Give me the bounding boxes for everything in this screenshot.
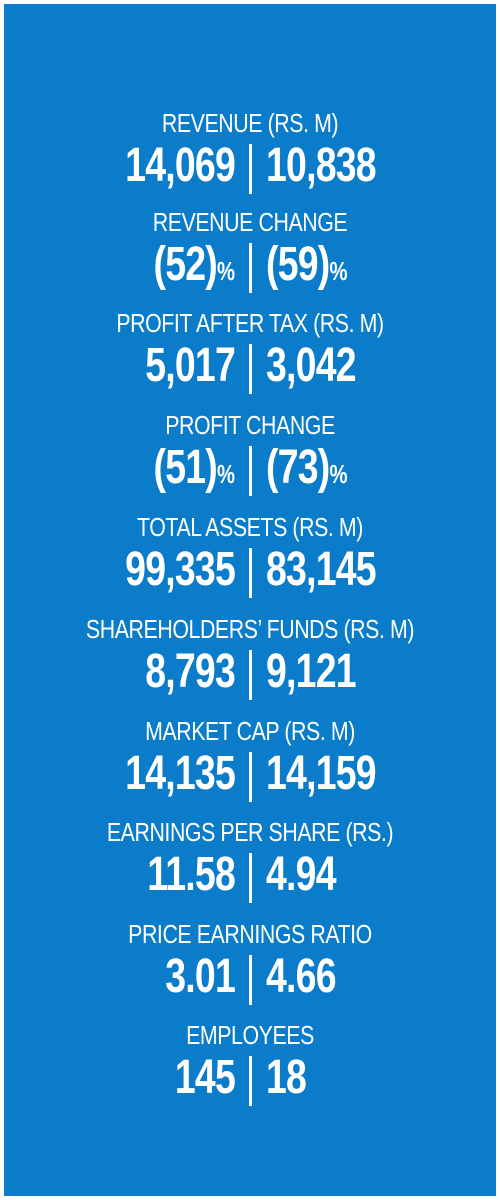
stat-value-right: 18 [265,1051,307,1104]
stat-values: 5,017 3,042 [4,339,496,398]
stat-value-right: 4.94 [265,848,337,901]
stat-value-left: (51)% [153,441,235,494]
divider [248,853,252,903]
divider [248,344,252,394]
stat-label: SHAREHOLDERS’ FUNDS (RS. M) [85,614,415,644]
stat-value-left: 8,793 [144,645,236,698]
stat-value-left: 145 [174,1051,235,1104]
stat-values: 99,335 83,145 [4,543,496,602]
divider [248,446,252,496]
stat-value-left: 14,135 [124,747,236,800]
stat-label: REVENUE (RS. M) [161,108,339,138]
stat-value-left: (52)% [153,238,235,291]
stat-values: (52)% (59)% [4,238,496,297]
stat-revenue-change: REVENUE CHANGE (52)% (59)% [4,207,496,297]
stat-values: 145 18 [4,1051,496,1110]
stat-label: PROFIT AFTER TAX (RS. M) [116,308,384,338]
divider [248,650,252,700]
divider [248,752,252,802]
stat-value-right: (73)% [265,441,347,494]
stat-price-earnings-ratio: PRICE EARNINGS RATIO 3.01 4.66 [4,919,496,1009]
stat-profit-change: PROFIT CHANGE (51)% (73)% [4,410,496,500]
divider [248,1056,252,1106]
stat-value-right: 83,145 [265,543,377,596]
stat-earnings-per-share: EARNINGS PER SHARE (RS.) 11.58 4.94 [4,817,496,907]
stat-shareholders-funds: SHAREHOLDERS’ FUNDS (RS. M) 8,793 9,121 [4,614,496,704]
stat-market-cap: MARKET CAP (RS. M) 14,135 14,159 [4,716,496,806]
divider [248,548,252,598]
stat-value-left: 5,017 [144,339,236,392]
stat-value-left: 11.58 [146,848,236,901]
stat-label: REVENUE CHANGE [152,207,348,237]
stat-values: 14,069 10,838 [4,139,496,198]
divider [248,955,252,1005]
stat-total-assets: TOTAL ASSETS (RS. M) 99,335 83,145 [4,512,496,602]
stat-value-left: 14,069 [124,139,236,192]
stat-value-left: 3.01 [164,950,236,1003]
stat-values: 8,793 9,121 [4,645,496,704]
stat-values: 3.01 4.66 [4,950,496,1009]
stat-value-right: 14,159 [265,747,377,800]
stat-label: TOTAL ASSETS (RS. M) [137,512,363,542]
stat-value-left: 99,335 [124,543,236,596]
stat-profit-after-tax: PROFIT AFTER TAX (RS. M) 5,017 3,042 [4,308,496,398]
stat-value-right: 3,042 [265,339,357,392]
divider [248,144,252,194]
stat-label: EMPLOYEES [186,1020,314,1050]
stat-values: 14,135 14,159 [4,747,496,806]
stat-employees: EMPLOYEES 145 18 [4,1020,496,1110]
stat-label: PROFIT CHANGE [165,410,335,440]
stat-label: MARKET CAP (RS. M) [145,716,355,746]
stat-label: EARNINGS PER SHARE (RS.) [106,817,394,847]
stat-value-right: (59)% [265,238,347,291]
stat-values: (51)% (73)% [4,441,496,500]
stat-value-right: 9,121 [265,645,357,698]
stats-panel: REVENUE (RS. M) 14,069 10,838 REVENUE CH… [4,4,496,1196]
stat-values: 11.58 4.94 [4,848,496,907]
stat-label: PRICE EARNINGS RATIO [128,919,372,949]
divider [248,243,252,293]
stat-value-right: 4.66 [265,950,337,1003]
stat-revenue: REVENUE (RS. M) 14,069 10,838 [4,108,496,198]
stat-value-right: 10,838 [265,139,377,192]
